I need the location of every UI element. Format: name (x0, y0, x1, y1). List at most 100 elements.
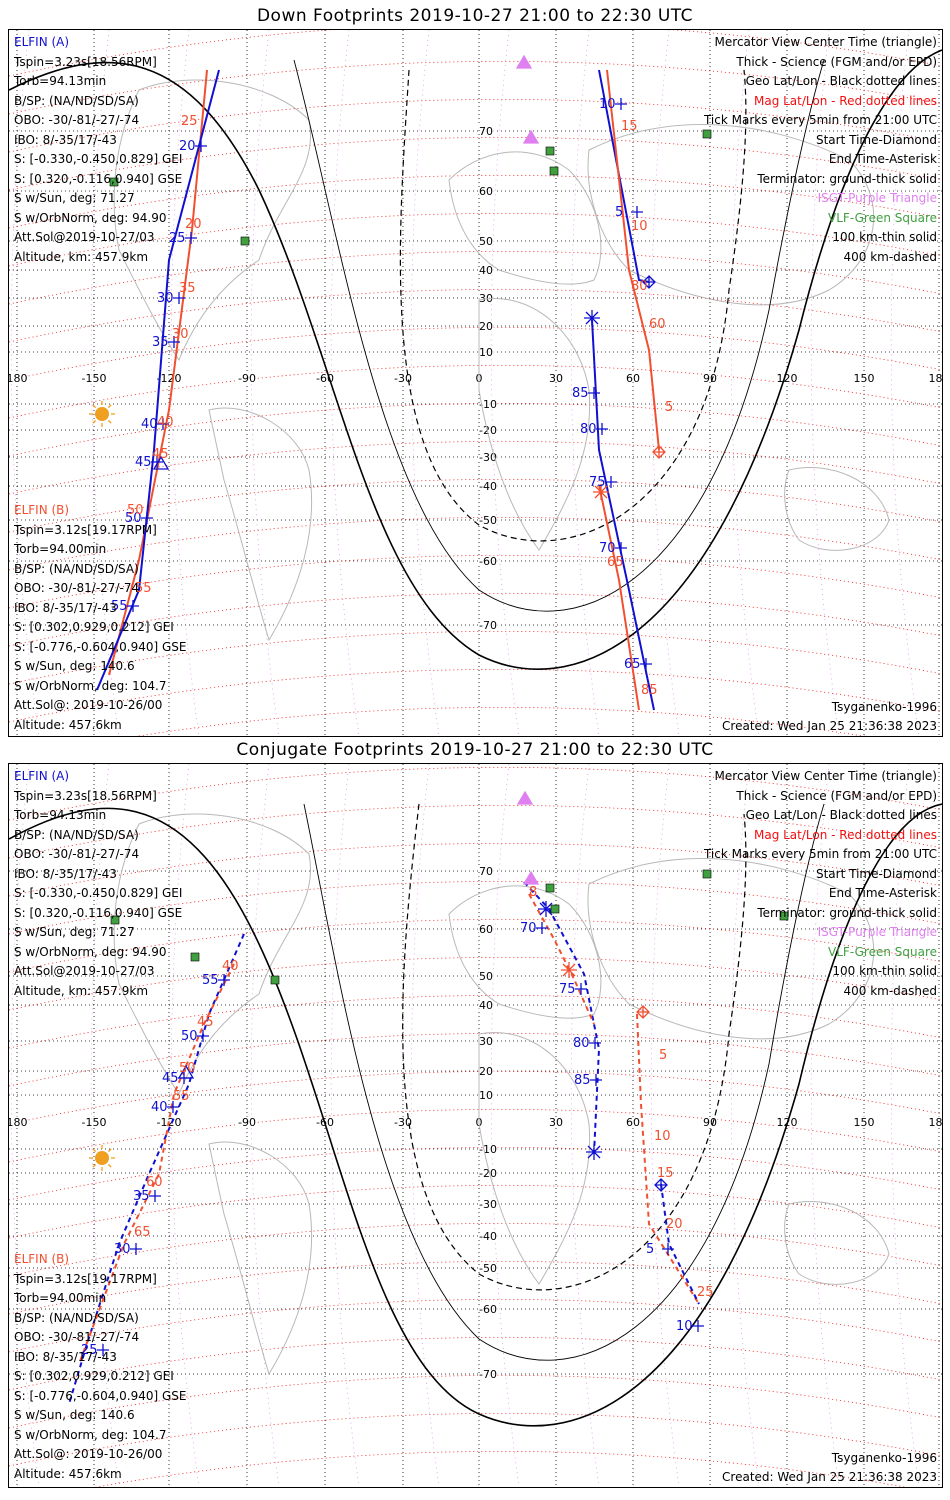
info-line: S: [0.302,0.929,0.212] GEI (14, 620, 174, 634)
info-line: B/SP: (NA/ND/SD/SA) (14, 827, 139, 842)
track-label-elfin-b: 15 (621, 119, 638, 134)
track-label-elfin-b: 55 (135, 581, 152, 596)
info-line: Altitude: 457.6km (14, 717, 122, 732)
legend-item: Geo Lat/Lon - Black dotted lines (745, 808, 937, 822)
elfin-a-track-east-south (591, 319, 655, 711)
longitude-tick-label: 60 (626, 1116, 640, 1129)
mag-longitude-line (330, 30, 360, 736)
legend-item: ISGT-Purple Triangle (817, 925, 937, 939)
mag-longitude-line (10, 30, 40, 736)
terminator-100km-line (293, 59, 825, 612)
latitude-tick-label: 70 (479, 125, 493, 138)
coastline (784, 466, 890, 551)
track-label-elfin-a: 30 (114, 1242, 131, 1257)
track-label-elfin-b: 8 (529, 885, 537, 900)
info-line: S: [-0.330,-0.450,0.829] GEI (14, 152, 183, 166)
track-label-elfin-b: 10 (631, 219, 648, 234)
legend-item: Mercator View Center Time (triangle) (714, 35, 937, 49)
track-label-elfin-b: 45 (197, 1015, 214, 1030)
tick-mark (615, 542, 627, 554)
longitude-tick-label: 180 (9, 1116, 28, 1129)
tick-mark (605, 476, 617, 488)
elfin-a-track-west (96, 69, 220, 691)
info-line: S w/Sun, deg: 71.27 (14, 925, 135, 939)
track-label-elfin-a: 30 (157, 291, 174, 306)
elfin-a-header: ELFIN (A) (14, 769, 70, 783)
coastline (113, 813, 311, 1096)
terminator-100km-line (303, 803, 825, 1361)
end-asterisk-marker (538, 901, 554, 917)
tick-mark (97, 1344, 109, 1356)
track-label-elfin-b: 25 (697, 1285, 714, 1300)
legend-item: Terminator: ground-thick solid (757, 171, 937, 186)
track-label-elfin-b: 30 (172, 327, 189, 342)
latitude-tick-label: 60 (479, 923, 493, 936)
info-line: Att.Sol@: 2019-10-26/00 (14, 1447, 163, 1461)
elfin-b-track-east-south (636, 1013, 700, 1305)
sun-ray (107, 419, 112, 424)
mag-longitude-line (730, 30, 760, 736)
map-canvas-conjugate: 180-150-120-90-60-3003060901201501807060… (9, 764, 942, 1487)
elfin-b-track-east-south (598, 484, 640, 711)
isgt-station-marker (515, 54, 533, 69)
tick-mark (692, 1320, 704, 1332)
vlf-station-marker (545, 883, 555, 893)
legend-item: Mag Lat/Lon - Red dotted lines (753, 827, 937, 842)
track-label-elfin-b: 5 (665, 400, 673, 415)
latitude-tick-label: -20 (479, 1167, 497, 1180)
isgt-station-marker (522, 870, 540, 885)
longitude-tick-label: 150 (854, 1116, 875, 1129)
coastline (208, 1141, 313, 1376)
map-canvas-down: 180-150-120-90-60-3003060901201501807060… (9, 30, 942, 736)
longitude-tick-label: 180 (929, 1116, 943, 1129)
track-label-elfin-b: 40 (157, 415, 174, 430)
coastline (784, 1200, 890, 1285)
tick-mark (157, 418, 169, 430)
mag-longitude-line (810, 30, 840, 736)
latitude-tick-label: 40 (479, 264, 493, 277)
legend-conjugate: Mercator View Center Time (triangle) Thi… (704, 767, 937, 1001)
info-line: Att.Sol@2019-10-27/03 (14, 964, 155, 978)
legend-item: Geo Lat/Lon - Black dotted lines (745, 74, 937, 88)
latitude-tick-label: 30 (479, 1035, 493, 1048)
latitude-tick-label: 20 (479, 320, 493, 333)
info-line: OBO: -30/-81/-27/-74 (14, 581, 140, 595)
elfin-a-track-east-north (523, 881, 601, 1155)
tick-mark (590, 1074, 602, 1086)
track-label-elfin-a: 55 (202, 973, 219, 988)
longitude-tick-label: 120 (777, 372, 798, 385)
panel-title-conjugate: Conjugate Footprints 2019-10-27 21:00 to… (236, 740, 714, 760)
tick-mark (141, 512, 153, 524)
sun-ray (92, 1148, 97, 1153)
info-line: Torb=94.00min (14, 542, 107, 556)
sun-ray (107, 1148, 112, 1153)
info-line: S: [-0.330,-0.450,0.829] GEI (14, 886, 183, 900)
coastline (208, 407, 313, 642)
sun-icon (95, 407, 109, 421)
latitude-tick-label: -50 (479, 514, 497, 527)
elfin-a-info-down: ELFIN (A) Tspin=3.23s[18.56RPM] Torb=94.… (14, 33, 182, 267)
mag-longitude-line (570, 30, 600, 736)
longitude-tick-label: 30 (549, 372, 563, 385)
track-label-elfin-b: 20 (185, 217, 202, 232)
end-asterisk-marker (586, 1144, 602, 1160)
info-line: IBO: 8/-35/17/-43 (14, 866, 117, 881)
info-line: Att.Sol@: 2019-10-26/00 (14, 698, 163, 712)
latitude-tick-label: -70 (479, 1368, 497, 1381)
mag-longitude-line (490, 30, 520, 736)
legend-down: Mercator View Center Time (triangle) Thi… (704, 33, 937, 267)
latitude-tick-label: 70 (479, 865, 493, 878)
track-label-elfin-a: 80 (580, 422, 597, 437)
track-label-elfin-b: 15 (657, 1166, 674, 1181)
info-line: IBO: 8/-35/17/-43 (14, 1349, 117, 1364)
latitude-tick-label: -20 (479, 424, 497, 437)
sun-ray (92, 419, 97, 424)
latitude-tick-label: -60 (479, 555, 497, 568)
track-label-elfin-a: 45 (135, 455, 152, 470)
coastline (587, 124, 875, 306)
longitude-tick-label: 180 (9, 372, 28, 385)
start-diamond-marker (642, 275, 656, 289)
tick-mark (173, 292, 185, 304)
tick-mark (168, 336, 180, 348)
map-panel-conjugate: 180-150-120-90-60-3003060901201501807060… (8, 763, 943, 1488)
